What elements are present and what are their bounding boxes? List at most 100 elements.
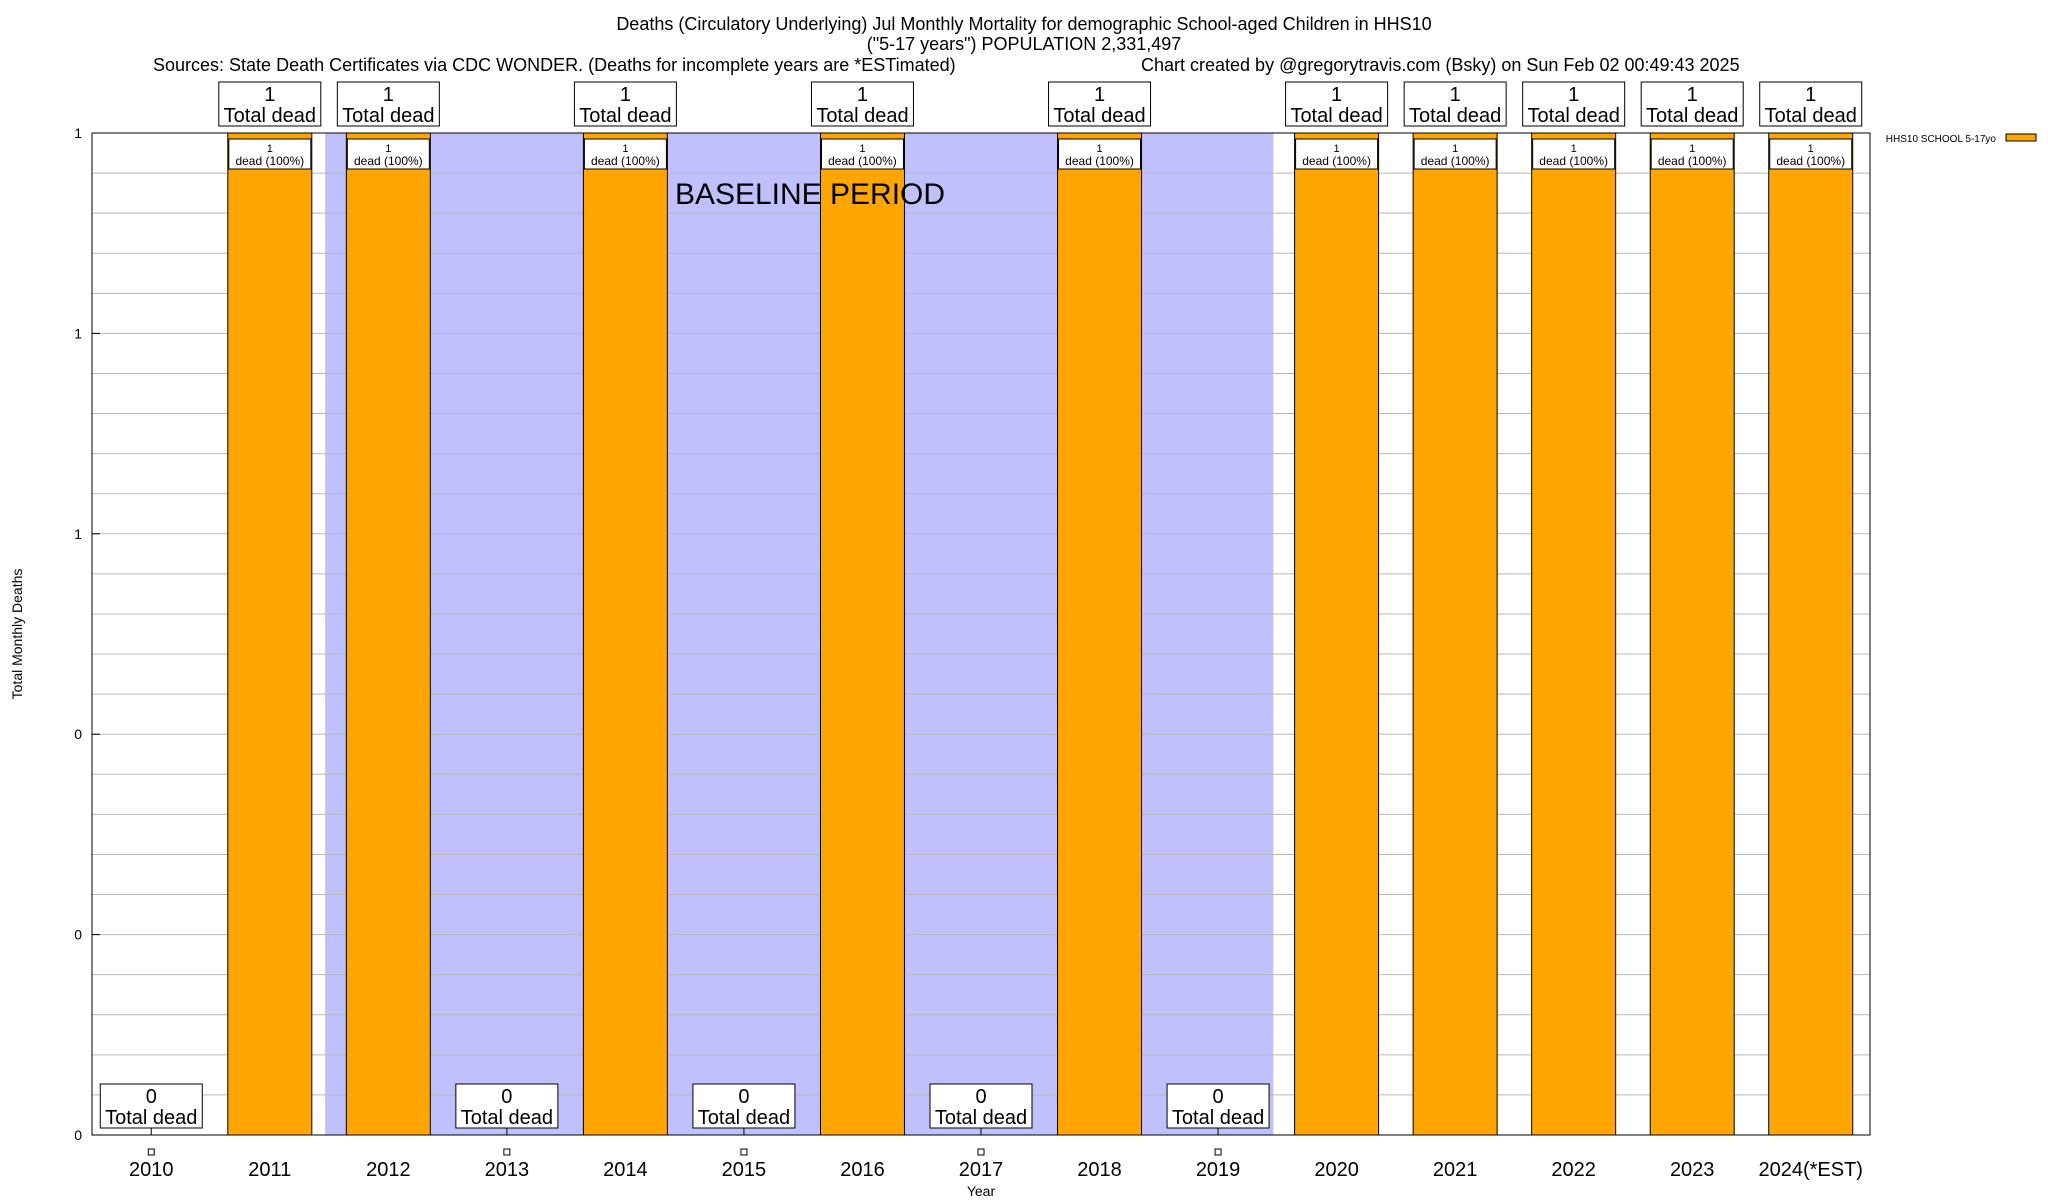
- x-tick-label: 2022: [1551, 1159, 1596, 1181]
- bar-inner-label-box: [1413, 138, 1497, 170]
- x-tick-label: 2014: [603, 1159, 648, 1181]
- bar-inner-count: 1: [622, 143, 628, 155]
- bar-total-value: 1: [857, 84, 868, 106]
- bar-total-value: 1: [1450, 84, 1461, 106]
- bar-inner-suffix: dead (100%): [828, 154, 897, 168]
- bar-total-suffix: Total dead: [1290, 105, 1382, 127]
- bar-total-value: 1: [1568, 84, 1579, 106]
- bar-total-value: 1: [1687, 84, 1698, 106]
- bar-inner-label-box: [1295, 138, 1379, 170]
- bar-total-suffix: Total dead: [105, 1107, 197, 1129]
- bar-total-value: 1: [1805, 84, 1816, 106]
- bar-inner-suffix: dead (100%): [1421, 154, 1490, 168]
- bar-total-value: 0: [146, 1086, 157, 1108]
- bar-total-value: 1: [1331, 84, 1342, 106]
- bar-total-suffix: Total dead: [935, 1107, 1027, 1129]
- bar-total-value: 1: [620, 84, 631, 106]
- bar-inner-suffix: dead (100%): [1065, 154, 1134, 168]
- bar-inner-label-box: [228, 138, 312, 170]
- chart-credit: Chart created by @gregorytravis.com (Bsk…: [1141, 55, 1740, 75]
- y-tick-label: 0: [74, 726, 82, 742]
- bar-inner-count: 1: [1452, 143, 1458, 155]
- bar-inner-label-box: [1058, 138, 1142, 170]
- bar: [819, 132, 905, 1136]
- x-tick-label: 2024(*EST): [1758, 1159, 1863, 1181]
- x-tick-label: 2017: [959, 1159, 1004, 1181]
- zero-marker: [977, 1148, 985, 1156]
- y-tick-label: 1: [74, 526, 82, 542]
- bar-total-suffix: Total dead: [698, 1107, 790, 1129]
- bar-inner-label-box: [1532, 138, 1616, 170]
- bar-inner-label-box: [1650, 138, 1734, 170]
- bar: [1057, 132, 1143, 1136]
- bar-total-label-box: [99, 1083, 203, 1129]
- bar-total-suffix: Total dead: [1409, 105, 1501, 127]
- bar-total-label-box: [1285, 81, 1389, 127]
- x-tick-label: 2023: [1670, 1159, 1715, 1181]
- y-tick-label: 1: [74, 125, 82, 141]
- y-tick-label: 1: [74, 325, 82, 341]
- bar-total-value: 0: [975, 1086, 986, 1108]
- bar-inner-suffix: dead (100%): [591, 154, 660, 168]
- bar-total-suffix: Total dead: [1646, 105, 1738, 127]
- bar-total-suffix: Total dead: [1172, 1107, 1264, 1129]
- bar-inner-count: 1: [1096, 143, 1102, 155]
- bar-total-value: 1: [264, 84, 275, 106]
- y-tick-label: 0: [74, 927, 82, 943]
- bar-inner-suffix: dead (100%): [235, 154, 304, 168]
- bar-total-value: 1: [1094, 84, 1105, 106]
- bar-total-suffix: Total dead: [816, 105, 908, 127]
- bar-total-label-box: [455, 1083, 559, 1129]
- zero-marker: [1214, 1148, 1222, 1156]
- bar-inner-suffix: dead (100%): [1539, 154, 1608, 168]
- zero-marker: [740, 1148, 748, 1156]
- bar-inner-count: 1: [859, 143, 865, 155]
- bar: [582, 132, 668, 1136]
- bar-inner-suffix: dead (100%): [354, 154, 423, 168]
- bar-total-label-box: [810, 81, 914, 127]
- bar-total-suffix: Total dead: [1765, 105, 1857, 127]
- bar-total-suffix: Total dead: [342, 105, 434, 127]
- sources-note: Sources: State Death Certificates via CD…: [153, 55, 956, 75]
- bar-total-suffix: Total dead: [224, 105, 316, 127]
- bar-inner-label-box: [1769, 138, 1853, 170]
- bar-total-label-box: [1522, 81, 1626, 127]
- bar-total-label-box: [692, 1083, 796, 1129]
- x-tick-label: 2013: [485, 1159, 530, 1181]
- bar-inner-suffix: dead (100%): [1658, 154, 1727, 168]
- bar-total-value: 0: [501, 1086, 512, 1108]
- baseline-period-label: BASELINE PERIOD: [675, 178, 945, 211]
- zero-marker: [503, 1148, 511, 1156]
- bar-total-suffix: Total dead: [1528, 105, 1620, 127]
- bar-inner-label-box: [583, 138, 667, 170]
- bar-total-label-box: [929, 1083, 1033, 1129]
- bar-inner-label-box: [346, 138, 430, 170]
- bar-total-label-box: [1403, 81, 1507, 127]
- x-tick-label: 2018: [1077, 1159, 1122, 1181]
- y-tick-label: 0: [74, 1127, 82, 1143]
- bar-total-label-box: [1640, 81, 1744, 127]
- bar-total-suffix: Total dead: [579, 105, 671, 127]
- bar-inner-suffix: dead (100%): [1302, 154, 1371, 168]
- x-tick-label: 2021: [1433, 1159, 1478, 1181]
- bar-total-label-box: [573, 81, 677, 127]
- legend-label: HHS10 SCHOOL 5-17yo: [1886, 134, 1997, 145]
- chart-title-line1: Deaths (Circulatory Underlying) Jul Mont…: [616, 14, 1432, 34]
- bar-total-value: 0: [1213, 1086, 1224, 1108]
- y-axis-label: Total Monthly Deaths: [9, 569, 25, 700]
- bar-total-label-box: [1759, 81, 1863, 127]
- bar-inner-count: 1: [267, 143, 273, 155]
- bar: [1531, 132, 1617, 1136]
- x-tick-label: 2016: [840, 1159, 885, 1181]
- x-tick-label: 2010: [129, 1159, 174, 1181]
- bar-inner-suffix: dead (100%): [1776, 154, 1845, 168]
- bar: [1649, 132, 1735, 1136]
- legend-swatch: [2005, 133, 2037, 142]
- bar-inner-label-box: [820, 138, 904, 170]
- bar-inner-count: 1: [1689, 143, 1695, 155]
- bar-inner-count: 1: [1334, 143, 1340, 155]
- bar-total-label-box: [1048, 81, 1152, 127]
- bar-total-value: 1: [383, 84, 394, 106]
- bar: [345, 132, 431, 1136]
- bar: [1412, 132, 1498, 1136]
